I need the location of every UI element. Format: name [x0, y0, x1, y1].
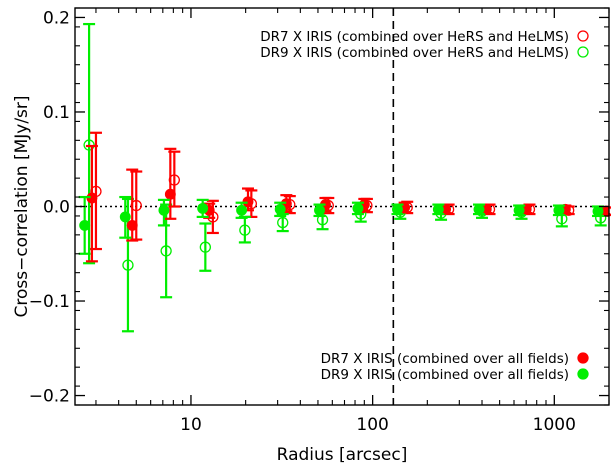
plot-area: [75, 8, 611, 405]
top-legend-label: DR7 X IRIS (combined over HeRS and HeLMS…: [260, 29, 569, 45]
data-point: [274, 203, 286, 215]
data-point: [126, 219, 138, 231]
data-point: [239, 224, 251, 236]
data-point: [513, 204, 525, 216]
x-tick-label: 1000: [533, 415, 576, 435]
data-point: [314, 204, 325, 216]
data-point: [164, 188, 176, 200]
tick-marks: [75, 7, 610, 406]
x-tick-label: 100: [356, 415, 388, 435]
y-tick-label: −0.2: [29, 387, 70, 407]
y-tick-label: 0.0: [43, 198, 70, 218]
data-point: [473, 203, 485, 215]
series-2: [83, 22, 607, 333]
data-point: [432, 203, 444, 215]
data-point: [352, 202, 364, 214]
x-tick-label: 10: [180, 415, 202, 435]
top-legend-marker: [577, 46, 589, 58]
data-point: [392, 203, 403, 215]
top-legend-label: DR9 X IRIS (combined over HeRS and HeLMS…: [260, 45, 569, 61]
bottom-legend-marker: [577, 352, 589, 364]
x-axis-label: Radius [arcsec]: [277, 445, 408, 465]
data-point: [277, 216, 289, 229]
data-point: [119, 211, 131, 223]
y-axis-label: Cross−correlation [MJy/sr]: [12, 95, 32, 317]
bottom-legend-marker: [577, 368, 589, 380]
data-point: [160, 245, 172, 257]
legend: DR7 X IRIS (combined over HeRS and HeLMS…: [260, 29, 589, 383]
data-point: [158, 204, 170, 216]
bottom-legend-label: DR7 X IRIS (combined over all fields): [321, 351, 569, 367]
data-point: [79, 219, 91, 231]
y-tick-label: 0.1: [43, 103, 70, 123]
data-point: [122, 259, 134, 271]
bottom-legend-label: DR9 X IRIS (combined over all fields): [321, 367, 569, 383]
data-point: [197, 202, 209, 214]
top-legend-marker: [577, 30, 589, 42]
data-point: [553, 204, 565, 216]
data-series-layer: [78, 22, 611, 333]
data-point: [592, 205, 604, 217]
y-tick-label: 0.2: [43, 8, 70, 28]
tick-labels: 10 100 1000 −0.2 −0.1 0.0 0.1 0.2: [29, 8, 576, 435]
y-tick-label: −0.1: [29, 292, 70, 312]
data-point: [199, 241, 211, 253]
series-4: [78, 195, 605, 255]
data-point: [236, 204, 248, 216]
